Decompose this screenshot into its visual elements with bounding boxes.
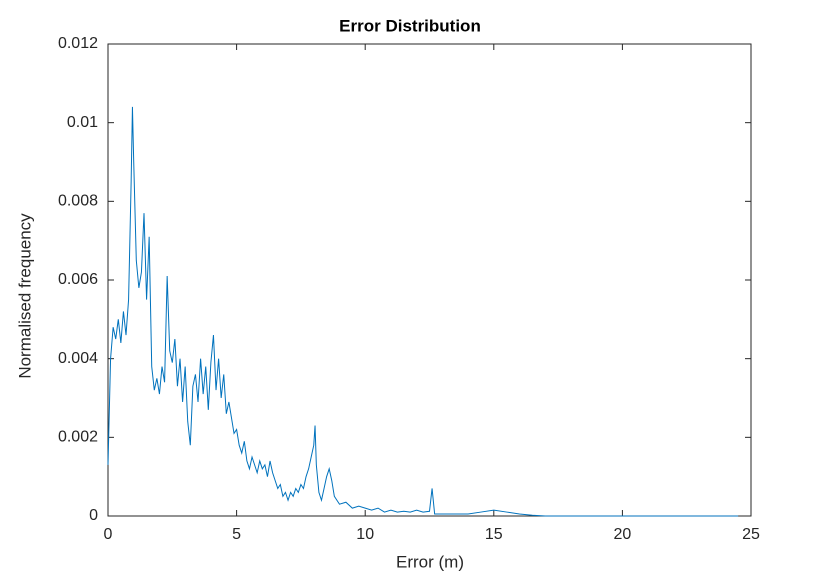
x-tick-label: 0 xyxy=(104,526,113,543)
x-tick-label: 10 xyxy=(356,526,374,543)
x-tick-label: 25 xyxy=(742,526,760,543)
y-tick-label: 0.01 xyxy=(67,114,98,131)
y-tick-label: 0.012 xyxy=(58,35,98,52)
x-tick-label: 5 xyxy=(232,526,241,543)
y-tick-label: 0.006 xyxy=(58,271,98,288)
data-line xyxy=(107,106,739,517)
chart-title: Error Distribution xyxy=(339,16,481,35)
y-tick-label: 0.004 xyxy=(58,350,98,367)
x-tick-label: 15 xyxy=(485,526,503,543)
y-tick-label: 0.008 xyxy=(58,193,98,210)
plot-frame xyxy=(107,43,752,517)
y-tick-label: 0.002 xyxy=(58,429,98,446)
y-tick-label: 0 xyxy=(89,507,98,524)
x-axis-label: Error (m) xyxy=(396,552,464,571)
x-tick-label: 20 xyxy=(614,526,632,543)
y-axis-label: Normalised frequency xyxy=(15,213,34,379)
